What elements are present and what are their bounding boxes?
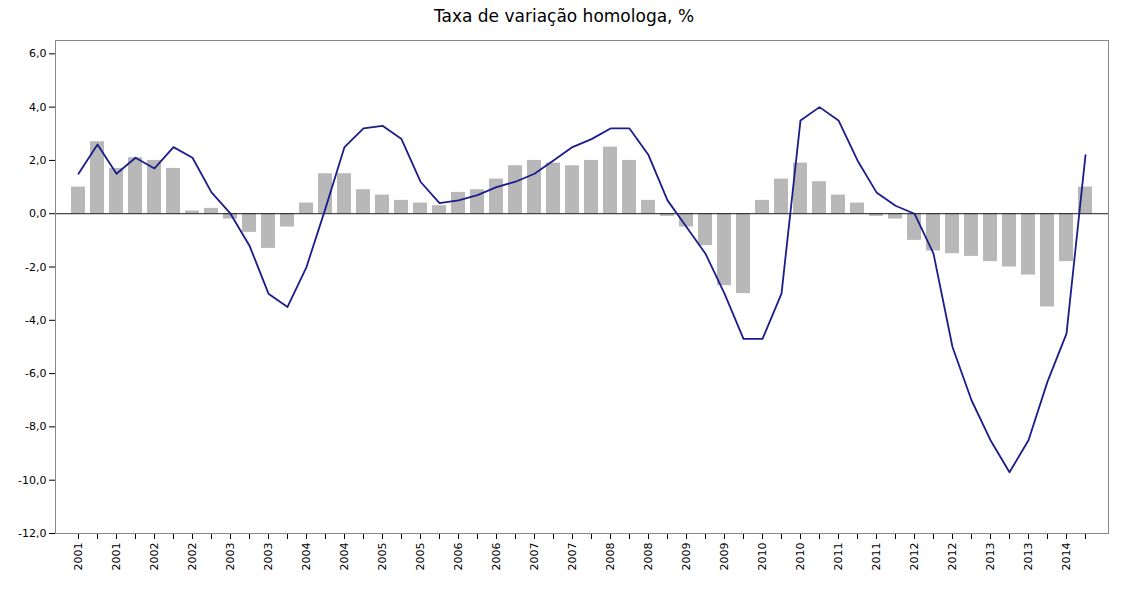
svg-text:6,0: 6,0 <box>29 47 47 60</box>
svg-text:-12,0: -12,0 <box>18 527 46 540</box>
svg-text:-10,0: -10,0 <box>18 474 46 487</box>
svg-text:2003: 2003 <box>224 543 237 571</box>
svg-text:2005: 2005 <box>376 543 389 571</box>
svg-text:2009: 2009 <box>718 543 731 571</box>
svg-text:2013: 2013 <box>1022 543 1035 571</box>
svg-text:2010: 2010 <box>794 543 807 571</box>
svg-text:2011: 2011 <box>832 543 845 571</box>
svg-text:4,0: 4,0 <box>29 101 47 114</box>
svg-text:2004: 2004 <box>338 543 351 571</box>
svg-text:0,0: 0,0 <box>29 207 47 220</box>
svg-text:2004: 2004 <box>300 543 313 571</box>
svg-text:2010: 2010 <box>756 543 769 571</box>
svg-text:-6,0: -6,0 <box>25 367 46 380</box>
svg-text:2002: 2002 <box>186 543 199 571</box>
svg-text:2012: 2012 <box>908 543 921 571</box>
svg-text:2012: 2012 <box>946 543 959 571</box>
svg-text:-2,0: -2,0 <box>25 261 46 274</box>
svg-text:-8,0: -8,0 <box>25 420 46 433</box>
svg-text:2008: 2008 <box>604 543 617 571</box>
svg-text:2001: 2001 <box>72 543 85 571</box>
svg-text:2001: 2001 <box>110 543 123 571</box>
svg-text:2009: 2009 <box>680 543 693 571</box>
svg-text:2006: 2006 <box>490 543 503 571</box>
svg-text:2002: 2002 <box>148 543 161 571</box>
svg-text:2,0: 2,0 <box>29 154 47 167</box>
svg-text:2006: 2006 <box>452 543 465 571</box>
svg-text:2005: 2005 <box>414 543 427 571</box>
svg-text:2013: 2013 <box>984 543 997 571</box>
svg-text:2003: 2003 <box>262 543 275 571</box>
svg-text:2011: 2011 <box>870 543 883 571</box>
svg-text:2008: 2008 <box>642 543 655 571</box>
svg-text:2007: 2007 <box>566 543 579 571</box>
svg-text:2014: 2014 <box>1060 543 1073 571</box>
html-text:Taxa de variação homologa, %: Taxa de variação homologa, % <box>433 6 695 26</box>
svg-text:2007: 2007 <box>528 543 541 571</box>
svg-text:-4,0: -4,0 <box>25 314 46 327</box>
